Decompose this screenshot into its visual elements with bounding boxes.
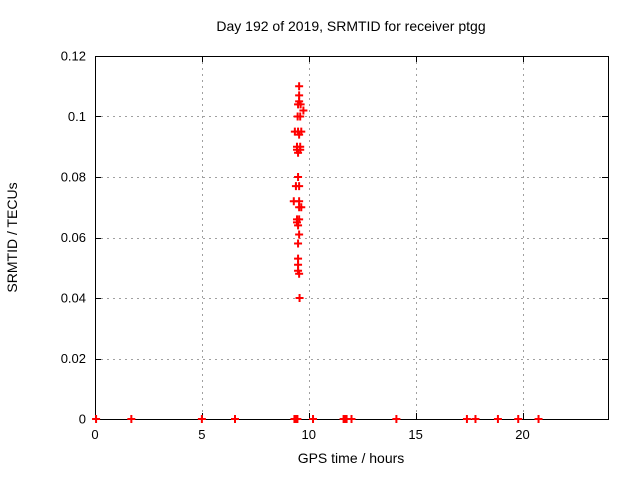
data-point-marker <box>295 294 304 302</box>
data-point-marker <box>294 239 303 248</box>
y-tick-label: 0.02 <box>61 351 86 366</box>
data-point-marker <box>294 173 303 181</box>
data-point-marker <box>127 415 136 423</box>
data-point-marker <box>309 415 318 423</box>
data-point-marker <box>347 415 356 423</box>
chart-title: Day 192 of 2019, SRMTID for receiver ptg… <box>216 18 485 34</box>
axes <box>95 56 609 420</box>
data-point-marker <box>514 415 523 423</box>
data-point-marker <box>392 415 401 423</box>
x-tick-label: 15 <box>408 427 422 442</box>
data-point-marker <box>471 415 480 423</box>
data-points <box>92 82 543 423</box>
y-tick-label: 0.08 <box>61 170 86 185</box>
y-tick-label: 0.12 <box>61 49 86 64</box>
grid-lines <box>95 56 608 419</box>
data-point-marker <box>294 148 303 157</box>
data-point-marker <box>462 415 471 423</box>
x-tick-label: 20 <box>515 427 529 442</box>
x-axis-label: GPS time / hours <box>298 450 405 466</box>
y-tick-label: 0.06 <box>61 230 86 245</box>
data-point-marker <box>534 415 543 423</box>
data-point-marker <box>197 415 206 423</box>
data-point-marker <box>297 203 306 212</box>
data-point-marker <box>295 82 304 91</box>
data-point-marker <box>293 415 302 423</box>
data-point-marker <box>295 230 304 239</box>
x-tick-label: 0 <box>91 427 98 442</box>
tick-labels: 0 5 10 15 20 0 0.02 0.04 0.06 0.08 0.1 0.12 <box>61 49 530 443</box>
data-point-marker <box>296 112 305 121</box>
x-tick-label: 10 <box>302 427 316 442</box>
data-point-marker <box>299 106 308 115</box>
data-point-marker <box>295 130 304 139</box>
data-point-marker <box>493 415 502 423</box>
data-point-marker <box>295 182 304 191</box>
data-point-marker <box>294 221 303 230</box>
y-tick-label: 0.04 <box>61 291 86 306</box>
x-tick-label: 5 <box>198 427 205 442</box>
plot-border <box>95 56 609 420</box>
y-tick-label: 0.1 <box>68 109 86 124</box>
data-point-marker <box>92 415 101 423</box>
data-point-marker <box>296 100 305 109</box>
y-axis-label: SRMTID / TECUs <box>4 182 20 292</box>
data-point-marker <box>295 269 304 278</box>
y-tick-label: 0 <box>79 412 86 427</box>
data-point-marker <box>231 415 240 423</box>
